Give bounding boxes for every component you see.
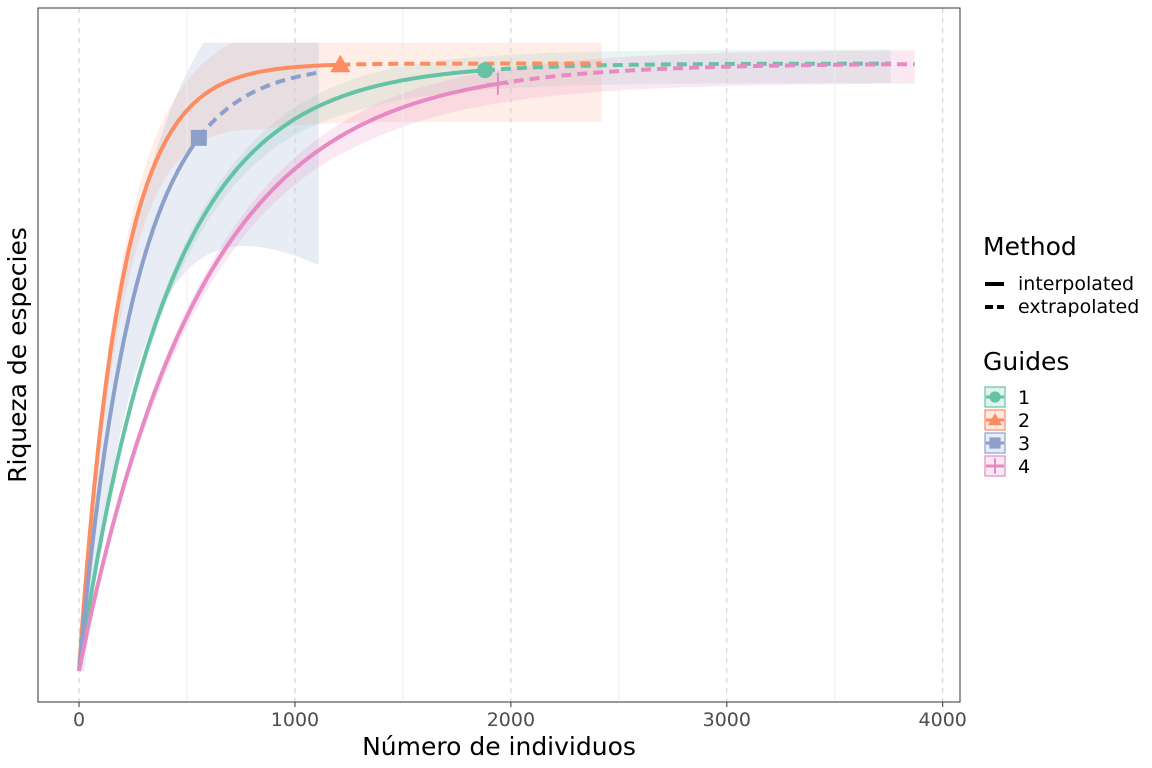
legend-label-extrapolated: extrapolated: [1018, 296, 1139, 318]
x-tick-label: 0: [73, 709, 85, 731]
x-tick-label: 4000: [919, 709, 967, 731]
extrapolated-line-3: [196, 70, 320, 140]
x-axis-title: Número de individuos: [362, 732, 636, 761]
extrapolated-line-4: [497, 62, 915, 86]
observed-marker-1: [476, 62, 493, 79]
y-axis-title: Riqueza de especies: [3, 227, 32, 483]
confidence-band-3: [79, 42, 319, 671]
legend-label-group-3: 3: [1018, 433, 1030, 455]
legend-label-group-2: 2: [1018, 410, 1030, 432]
legend-guides-title: Guides: [983, 347, 1069, 376]
observed-marker-3: [190, 129, 207, 146]
x-tick-label: 3000: [703, 709, 751, 731]
interpolated-line-1: [77, 68, 486, 672]
x-axis: 0 1000 2000 3000 4000: [73, 702, 967, 731]
grid-lines: [78, 8, 944, 702]
interpolated-line-2: [77, 62, 341, 671]
extrapolated-line-2: [338, 61, 602, 67]
x-tick-label: 1000: [271, 709, 319, 731]
legend-method-title: Method: [983, 232, 1077, 261]
confidence-bands: [79, 42, 915, 671]
legend-label-interpolated: interpolated: [1018, 273, 1134, 295]
interpolated-line-3: [77, 136, 201, 672]
observed-markers: [190, 54, 509, 146]
legend-label-group-4: 4: [1018, 456, 1030, 478]
extrapolated-line-1: [484, 61, 891, 73]
legend-key-marker-3: [989, 437, 1001, 449]
observed-marker-2: [330, 54, 351, 73]
x-tick-label: 2000: [487, 709, 535, 731]
legend: Method interpolated extrapolated Guides …: [983, 232, 1139, 478]
confidence-band-2: [79, 42, 602, 671]
series-lines: [77, 61, 915, 672]
interpolated-line-4: [77, 81, 499, 672]
legend-key-marker-1: [989, 391, 1001, 403]
legend-key-marker-2: [988, 413, 1002, 426]
plot-panel-border: [37, 7, 961, 703]
legend-label-group-1: 1: [1018, 387, 1030, 409]
